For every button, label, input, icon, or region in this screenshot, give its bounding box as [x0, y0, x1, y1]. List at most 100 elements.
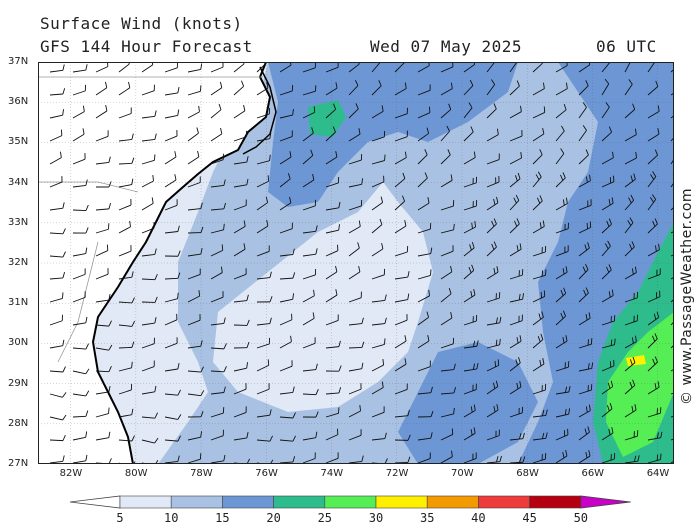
wind-barb: [670, 254, 674, 257]
forecast-label: GFS 144 Hour Forecast: [40, 37, 253, 56]
wind-barb: [49, 271, 66, 280]
wind-barb: [210, 386, 226, 395]
wind-barb: [233, 243, 246, 257]
wind-barb: [187, 366, 204, 373]
wind-barb: [440, 311, 453, 326]
lat-tick-label: 37N: [8, 56, 29, 67]
wind-barb: [233, 294, 249, 303]
wind-barb: [72, 343, 89, 350]
wind-barb: [72, 316, 88, 326]
legend-swatch: [426, 495, 479, 509]
wind-barb: [49, 392, 67, 398]
lon-tick-label: 76W: [255, 468, 278, 479]
wind-barb: [670, 320, 674, 326]
wind-barb: [279, 386, 295, 395]
wind-barb: [532, 82, 545, 96]
wind-barb: [72, 153, 86, 165]
wind-barb: [440, 387, 457, 395]
wind-barb: [670, 298, 674, 303]
wind-barb: [164, 86, 180, 96]
wind-barb: [555, 361, 570, 372]
wind-barb: [440, 363, 456, 372]
wind-barb: [118, 133, 134, 142]
wind-barb: [509, 80, 520, 96]
wind-barb: [187, 63, 203, 73]
wind-barb: [440, 407, 455, 418]
wind-barb: [164, 250, 181, 257]
wind-barb: [532, 290, 546, 303]
wind-barb: [95, 104, 108, 119]
wind-barb: [647, 431, 663, 441]
wind-barb: [141, 62, 154, 73]
wind-barb: [647, 171, 657, 188]
wind-barb: [578, 221, 592, 234]
wind-barb: [187, 453, 202, 464]
wind-barb: [509, 314, 523, 326]
wind-barb: [624, 128, 637, 142]
legend-swatch: [222, 495, 274, 509]
wind-barb: [164, 337, 178, 349]
wind-barb: [256, 317, 272, 326]
wind-barb: [233, 80, 245, 96]
wind-barb: [532, 171, 542, 188]
wind-barb: [95, 81, 108, 96]
wind-barb: [486, 103, 497, 119]
wind-barb: [279, 272, 296, 280]
wind-barb: [486, 196, 499, 211]
wind-barb: [509, 381, 522, 395]
wind-barb: [486, 128, 499, 142]
wind-barb: [509, 62, 518, 73]
wind-barb: [187, 226, 204, 234]
lon-tick-label: 70W: [451, 468, 474, 479]
wind-barb: [210, 407, 225, 418]
legend-label: 25: [318, 511, 332, 525]
wind-barb: [555, 245, 569, 257]
wind-barb: [463, 126, 474, 142]
credit-text: © www.PassageWeather.com: [679, 187, 695, 405]
wind-barb: [325, 201, 341, 211]
wind-barb: [555, 222, 569, 234]
wind-barb: [72, 368, 90, 375]
wind-barb: [601, 78, 610, 96]
lat-tick-label: 28N: [8, 417, 29, 429]
wind-barb: [647, 194, 657, 211]
state-border: [38, 76, 263, 363]
wind-barb: [302, 388, 319, 396]
wind-barb: [49, 314, 63, 326]
wind-barb: [210, 244, 224, 257]
wind-barb: [509, 335, 522, 349]
legend-swatch: [119, 495, 172, 509]
wind-barb: [348, 178, 364, 188]
wind-barb: [670, 230, 674, 234]
wind-barb: [509, 357, 521, 372]
wind-barb: [417, 197, 430, 211]
wind-barb: [624, 79, 633, 96]
wind-barb: [187, 314, 201, 326]
wind-barb: [578, 199, 592, 211]
wind-barb: [394, 335, 407, 349]
wind-barb: [371, 218, 383, 234]
wind-barb: [72, 268, 86, 280]
lat-tick-label: 36N: [8, 96, 29, 108]
wind-barb: [256, 154, 271, 165]
lon-tick-label: 64W: [646, 468, 670, 479]
wind-barb: [187, 127, 199, 142]
wind-barb: [95, 344, 113, 351]
wind-barb: [486, 380, 499, 395]
wind-barb: [210, 429, 224, 441]
wind-barb: [72, 204, 89, 211]
wind-barb: [463, 176, 478, 188]
wind-barb: [670, 115, 674, 119]
wind-barb: [555, 335, 568, 349]
wind-barb: [509, 269, 524, 280]
wind-barb: [72, 431, 88, 441]
wind-barb: [647, 243, 660, 257]
wind-barb: [164, 292, 179, 303]
wind-barb: [256, 271, 272, 280]
wind-barb: [624, 151, 637, 165]
wind-barb: [279, 84, 294, 96]
wind-barb: [463, 362, 479, 372]
wind-barb: [348, 242, 360, 257]
wind-barb: [141, 154, 156, 165]
wind-barb: [49, 434, 66, 442]
